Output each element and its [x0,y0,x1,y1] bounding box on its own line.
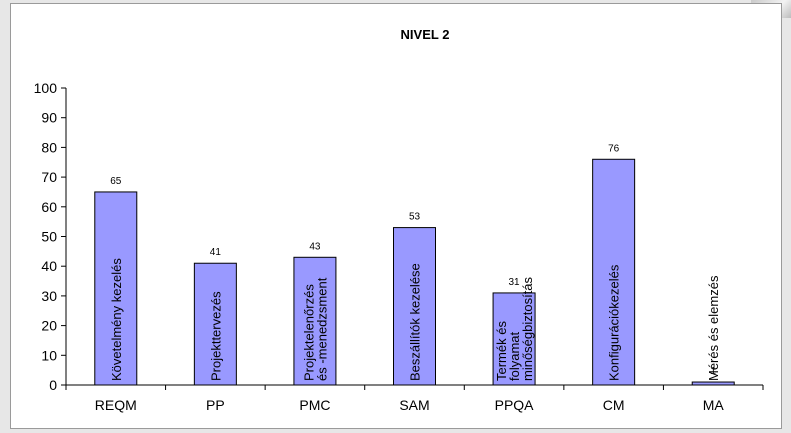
y-tick-label: 50 [41,229,57,245]
category-label-ma: MA [703,397,725,413]
value-label-ma: 1 [710,366,716,377]
category-label-ppqa: PPQA [495,397,535,413]
bars-group: 65 REQM Követelmény kezelés 41 PP Projektterv… [94,143,735,413]
bar-text-sam: Beszállítók kezelése [408,263,423,381]
y-tick-label: 10 [41,347,57,363]
y-tick-label: 70 [41,169,57,185]
bar-ma [691,381,735,386]
chart-title: NIVEL 2 [401,27,450,42]
chart-frame: NIVEL 2 0 10 20 30 40 50 60 70 80 90 100 65 REQM Köv… [10,3,782,429]
bar-pp [193,262,237,386]
value-label-pp: 41 [210,247,222,258]
x-axis [65,384,764,390]
bar-chart: NIVEL 2 0 10 20 30 40 50 60 70 80 90 100 65 REQM Köv… [34,27,764,413]
value-label-reqm: 65 [110,176,122,187]
bar-text-ppqa: Termék és [494,321,509,381]
category-label-pmc: PMC [299,397,330,413]
y-tick-label: 40 [41,258,57,274]
category-label-sam: SAM [399,397,429,413]
y-tick-label: 90 [41,110,57,126]
bar-pmc [293,256,337,386]
y-tick-label: 80 [41,139,57,155]
y-axis: 0 10 20 30 40 50 60 70 80 90 100 [34,80,67,393]
value-label-cm: 76 [608,143,620,154]
bar-text-ppqa: folyamat [507,331,522,381]
y-tick-label: 100 [34,80,58,96]
value-label-pmc: 43 [309,241,321,252]
category-label-cm: CM [603,397,625,413]
value-label-sam: 53 [409,212,421,223]
bar-cm [592,158,636,386]
bar-reqm [94,191,138,386]
bar-text-ma: Mérés és elemzés [706,275,721,381]
bar-text-ppqa: minőségbiztosítás [520,276,535,381]
category-label-pp: PP [206,397,225,413]
y-tick-label: 60 [41,199,57,215]
y-tick-label: 0 [49,377,57,393]
bar-ppqa [492,292,536,386]
category-label-reqm: REQM [95,397,137,413]
bar-text-pp: Projekttervezés [208,291,223,381]
bar-sam [393,227,436,386]
bar-text-pmc: és -menedzsment [314,277,329,381]
bar-text-pmc: Projektelenőrzés [301,284,316,381]
bar-text-reqm: Követelmény kezelés [109,258,124,381]
bar-text-cm: Konfigurációkezelés [607,264,622,381]
y-tick-label: 30 [41,288,57,304]
y-tick-label: 20 [41,318,57,334]
value-label-ppqa: 31 [509,277,521,288]
